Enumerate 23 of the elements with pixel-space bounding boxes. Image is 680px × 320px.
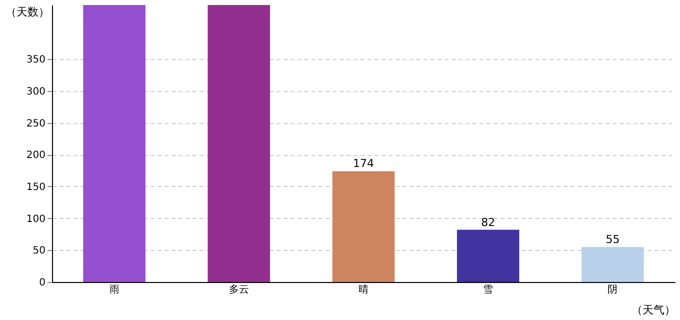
y-tick-label: 200 — [26, 150, 46, 162]
y-tick-label: 50 — [32, 246, 46, 257]
bar — [208, 5, 270, 282]
bar — [456, 230, 520, 282]
x-tick-label: 雪 — [483, 284, 494, 296]
x-tick-label: 多云 — [228, 284, 249, 296]
x-axis-title: （天气） — [632, 304, 676, 316]
y-tick-label: 150 — [26, 182, 46, 193]
x-tick-label: 阴 — [608, 284, 618, 296]
data-label: 82 — [481, 216, 496, 229]
data-label: 55 — [606, 232, 620, 246]
bar — [83, 5, 146, 282]
bar — [582, 246, 644, 282]
x-tick-label: 晴 — [358, 284, 368, 296]
y-tick-label: 100 — [26, 214, 46, 225]
bar — [332, 171, 395, 282]
y-tick-label: 300 — [26, 86, 46, 98]
data-label: 174 — [353, 157, 374, 170]
y-tick-label: 250 — [26, 118, 46, 130]
x-tick-label: 雨 — [109, 284, 120, 296]
y-tick-label: 350 — [26, 54, 46, 66]
y-tick-label: 0 — [39, 278, 46, 288]
y-axis-title: （天数） — [6, 6, 50, 18]
